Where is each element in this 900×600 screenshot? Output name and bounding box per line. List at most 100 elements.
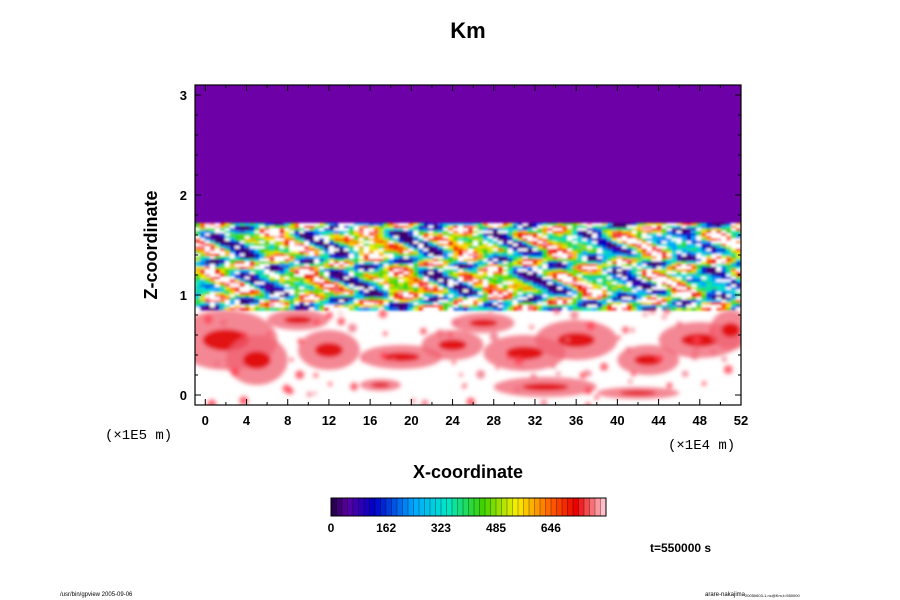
heatmap-cell xyxy=(338,225,345,229)
heatmap-cell xyxy=(214,286,221,291)
heatmap-cell xyxy=(537,294,544,298)
heatmap-cell xyxy=(691,230,697,234)
heatmap-cell xyxy=(706,263,712,268)
heatmap-cell xyxy=(289,266,295,270)
heatmap-cell xyxy=(239,271,246,275)
heatmap-cell xyxy=(408,258,414,262)
heatmap-cell xyxy=(731,274,737,278)
colorbar-tick-label: 0 xyxy=(328,521,335,535)
heatmap-cell xyxy=(229,299,236,303)
heatmap-cell xyxy=(686,243,692,247)
heatmap-cell xyxy=(418,274,424,278)
heatmap-cell xyxy=(532,299,539,303)
heatmap-cell xyxy=(249,274,256,278)
heatmap-cell xyxy=(681,246,687,250)
heatmap-cell xyxy=(229,243,236,247)
heatmap-cell xyxy=(736,263,741,268)
heatmap-cell xyxy=(378,281,385,286)
heatmap-cell xyxy=(408,289,414,293)
heatmap-cell xyxy=(244,240,251,245)
heatmap-cell xyxy=(602,248,608,252)
heatmap-cell xyxy=(472,299,479,303)
lower-speck xyxy=(661,314,667,320)
heatmap-cell xyxy=(527,243,534,247)
heatmap-cell xyxy=(195,269,201,273)
heatmap-cell xyxy=(626,297,633,301)
heatmap-cell xyxy=(631,258,638,262)
heatmap-cell xyxy=(512,251,519,255)
heatmap-cell xyxy=(343,292,350,296)
heatmap-cell xyxy=(214,271,221,275)
heatmap-cell xyxy=(661,256,668,260)
heatmap-cell xyxy=(626,276,633,280)
heatmap-cell xyxy=(244,289,251,293)
heatmap-cell xyxy=(691,258,697,262)
heatmap-cell xyxy=(438,235,444,239)
heatmap-cell xyxy=(393,284,400,288)
heatmap-cell xyxy=(482,302,489,306)
heatmap-cell xyxy=(562,271,568,275)
heatmap-cell xyxy=(448,289,454,293)
heatmap-cell xyxy=(512,261,519,265)
heatmap-cell xyxy=(229,302,236,306)
heatmap-cell xyxy=(492,281,499,286)
colorbar-cell xyxy=(490,497,497,517)
heatmap-cell xyxy=(398,233,405,237)
heatmap-cell xyxy=(507,299,514,303)
heatmap-cell xyxy=(562,256,568,260)
heatmap-cell xyxy=(577,302,583,306)
heatmap-cell xyxy=(433,243,439,247)
heatmap-cell xyxy=(294,284,300,288)
heatmap-cell xyxy=(676,238,683,242)
heatmap-cell xyxy=(428,223,434,227)
heatmap-cell xyxy=(209,238,216,242)
heatmap-cell xyxy=(592,299,598,303)
heatmap-cell xyxy=(408,251,414,255)
heatmap-cell xyxy=(229,230,236,234)
heatmap-cell xyxy=(711,271,717,275)
heatmap-cell xyxy=(572,253,578,257)
heatmap-cell xyxy=(616,263,623,268)
heatmap-cell xyxy=(195,251,201,255)
heatmap-cell xyxy=(587,263,593,268)
heatmap-cell xyxy=(671,253,678,257)
heatmap-cell xyxy=(527,281,534,286)
heatmap-cell xyxy=(572,238,578,242)
heatmap-cell xyxy=(651,240,658,245)
heatmap-cell xyxy=(661,294,668,298)
heatmap-cell xyxy=(567,251,573,255)
heatmap-cell xyxy=(284,238,290,242)
heatmap-cell xyxy=(299,286,305,291)
heatmap-cell xyxy=(348,279,355,283)
heatmap-cell xyxy=(606,266,613,270)
heatmap-cell xyxy=(532,225,539,229)
heatmap-cell xyxy=(696,266,702,270)
heatmap-cell xyxy=(552,230,558,234)
heatmap-cell xyxy=(577,286,583,291)
heatmap-cell xyxy=(458,292,464,296)
heatmap-cell xyxy=(408,276,414,280)
heatmap-cell xyxy=(239,263,246,268)
heatmap-cell xyxy=(646,248,653,252)
heatmap-cell xyxy=(482,235,489,239)
heatmap-cell xyxy=(631,297,638,301)
heatmap-cell xyxy=(378,225,385,229)
heatmap-cell xyxy=(403,284,410,288)
heatmap-cell xyxy=(393,281,400,286)
heatmap-cell xyxy=(393,235,400,239)
heatmap-cell xyxy=(522,274,529,278)
heatmap-cell xyxy=(453,294,459,298)
heatmap-cell xyxy=(621,240,628,245)
heatmap-cell xyxy=(368,223,375,227)
heatmap-cell xyxy=(383,263,390,268)
heatmap-cell xyxy=(438,274,444,278)
heatmap-cell xyxy=(304,246,310,250)
heatmap-cell xyxy=(602,235,608,239)
heatmap-cell xyxy=(731,289,737,293)
heatmap-cell xyxy=(195,297,201,301)
heatmap-cell xyxy=(726,281,732,286)
heatmap-cell xyxy=(557,248,563,252)
heatmap-cell xyxy=(408,230,414,234)
heatmap-cell xyxy=(676,243,683,247)
heatmap-cell xyxy=(269,279,276,283)
